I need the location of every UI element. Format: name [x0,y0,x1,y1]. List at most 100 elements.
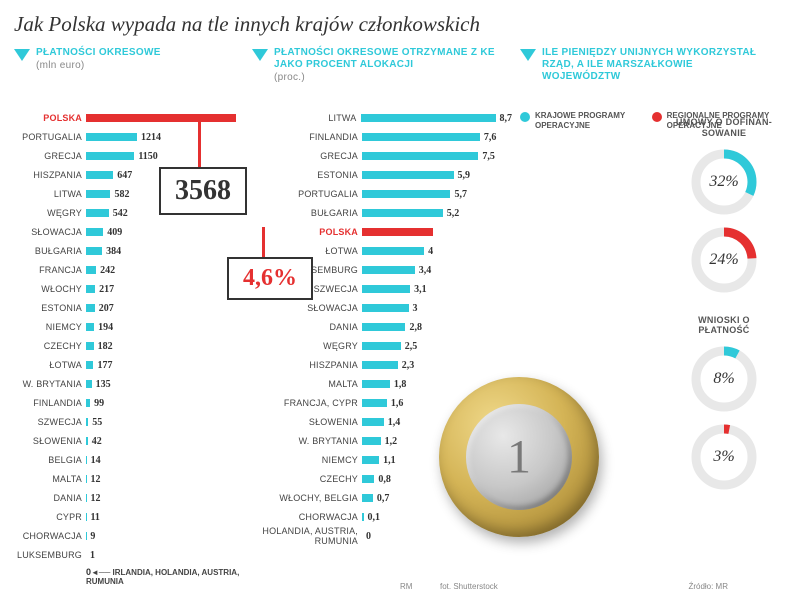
bar-label: ESTONIA [252,170,362,180]
bar-value: 1214 [141,132,161,143]
legend-item: KRAJOWE PROGRAMY OPERACYJNE [520,111,634,130]
bar [86,456,87,464]
bar-row: SŁOWENIA42 [14,432,244,450]
bar-row: WĘGRY2,5 [252,337,512,355]
bar-label: ŁOTWA [14,360,86,370]
donut-2a: 8% [689,344,759,414]
bar [362,418,384,426]
bar-label: PORTUGALIA [14,132,86,142]
bar-label: FRANCJA, CYPR [252,398,362,408]
bar-row: POLSKA [14,109,244,127]
bar [362,247,424,255]
bar [86,247,102,255]
bar-value: 1,2 [385,436,398,447]
bar-label: PORTUGALIA [252,189,362,199]
bar-row: GRECJA 7,5 [252,147,512,165]
bar [86,304,95,312]
bar-row: WŁOCHY217 [14,280,244,298]
bar-value: 5,9 [458,170,471,181]
bar-label: WŁOCHY [14,284,86,294]
bar-value: 9 [90,531,95,542]
bar-value: 135 [96,379,111,390]
bar-value: 42 [92,436,102,447]
bar [362,133,480,141]
bar-label: FINLANDIA [252,132,362,142]
bar-label: BELGIA [14,455,86,465]
bar-value: 5,2 [447,208,460,219]
bar-label: FINLANDIA [14,398,86,408]
credit-author: RM [400,582,412,591]
bar [362,190,450,198]
bar [362,304,409,312]
bar-label: CZECHY [252,474,362,484]
bar-label: CYPR [14,512,86,522]
bar-value: 582 [114,189,129,200]
legend-dot [520,112,530,122]
bar-value: 5,7 [454,189,467,200]
bar-value: 3 [413,303,418,314]
bar-row: PORTUGALIA 1214 [14,128,244,146]
bar-label: DANIA [252,322,362,332]
bar-row: DANIA12 [14,489,244,507]
bar-value: 1,6 [391,398,404,409]
bar-row: SŁOWACJA409 [14,223,244,241]
bar-value: 7,5 [482,151,495,162]
bar [362,228,433,236]
bar-value: 409 [107,227,122,238]
bar-value: 1150 [138,151,157,162]
bar-row: LUKSEMBURG1 [14,546,244,564]
bar-value: 12 [91,493,101,504]
bar-label: CHORWACJA [252,512,362,522]
bar-row: FINLANDIA 7,6 [252,128,512,146]
bar-value: 647 [117,170,132,181]
bar-row: CHORWACJA9 [14,527,244,545]
bar-value: 99 [94,398,104,409]
bar [86,437,88,445]
donut-1a: 32% [689,147,759,217]
arrow-down-icon [520,49,536,61]
bar-value: 55 [92,417,102,428]
bar [86,266,96,274]
bar-value: 384 [106,246,121,257]
bar-label: BUŁGARIA [14,246,86,256]
bar-row: ESTONIA 5,9 [252,166,512,184]
euro-coin-image: 1 [439,377,599,537]
bar [362,285,410,293]
bar-row: W. BRYTANIA135 [14,375,244,393]
bar-row: SZWECJA55 [14,413,244,431]
bar-value: 542 [113,208,128,219]
bar [86,323,94,331]
bar [362,152,478,160]
bar [362,475,374,483]
chart1-callout: 3568 [159,167,247,215]
bar [86,114,236,122]
bar [86,399,90,407]
arrow-down-icon [252,49,268,61]
bar-label: HISZPANIA [252,360,362,370]
bar-value: 14 [91,455,101,466]
bar-value: 7,6 [484,132,497,143]
bar-row: GRECJA1150 [14,147,244,165]
bar-label: NIEMCY [14,322,86,332]
bar-value: 2,3 [402,360,415,371]
bar-value: 194 [98,322,113,333]
bar-label: CZECHY [14,341,86,351]
bar-label: BUŁGARIA [252,208,362,218]
right-header: ILE PIENIĘDZY UNIJNYCH WYKORZYSTAŁ RZĄD,… [542,47,774,83]
bar [86,152,134,160]
bar-row: NIEMCY 194 [14,318,244,336]
bar-label: GRECJA [252,151,362,161]
bar [86,133,137,141]
bar [86,190,110,198]
bar-row: BUŁGARIA 5,2 [252,204,512,222]
bar-label: FRANCJA [14,265,86,275]
bar-row: LITWA8,7 [252,109,512,127]
bar [362,437,381,445]
bar [86,475,87,483]
bar [362,342,401,350]
bar-value: 11 [90,512,99,523]
bar-label: LITWA [14,189,86,199]
bar-label: ESTONIA [14,303,86,313]
bar-row: HISZPANIA 2,3 [252,356,512,374]
donut-section1-title: UMOWY O DOFINAN- SOWANIE [674,117,774,139]
